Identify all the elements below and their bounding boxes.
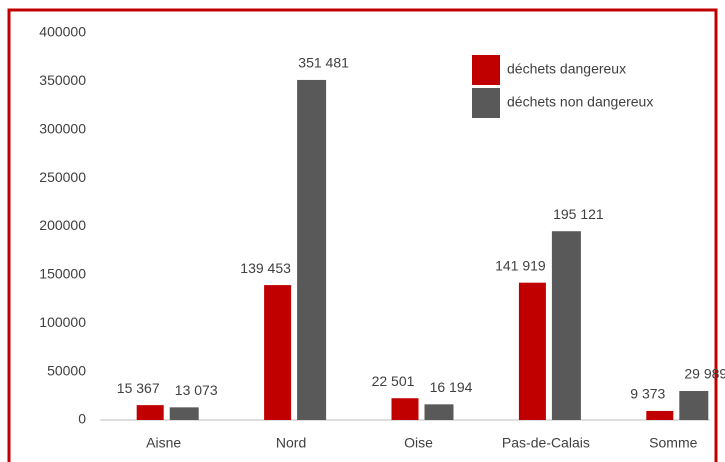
bar — [169, 407, 199, 420]
y-tick-label: 200000 — [39, 217, 86, 233]
bar — [551, 231, 581, 420]
x-tick-label: Nord — [276, 435, 306, 451]
bar — [424, 404, 454, 420]
bar — [391, 398, 419, 420]
bar — [679, 390, 709, 420]
y-tick-label: 250000 — [39, 169, 86, 185]
y-tick-label: 400000 — [39, 24, 86, 40]
y-tick-label: 50000 — [47, 362, 86, 378]
y-tick-label: 0 — [78, 411, 86, 427]
legend-label: déchets dangereux — [507, 61, 626, 77]
bar — [646, 410, 674, 420]
value-label: 15 367 — [117, 380, 160, 396]
y-tick-label: 150000 — [39, 266, 86, 282]
legend-swatch — [472, 55, 500, 85]
x-tick-label: Pas-de-Calais — [502, 435, 590, 451]
bar — [264, 285, 292, 420]
y-tick-label: 100000 — [39, 314, 86, 330]
x-tick-label: Oise — [404, 435, 433, 451]
y-tick-label: 350000 — [39, 72, 86, 88]
legend-swatch — [472, 88, 500, 118]
x-tick-label: Somme — [649, 435, 697, 451]
value-label: 141 919 — [495, 257, 546, 273]
value-label: 16 194 — [430, 379, 473, 395]
bar — [136, 405, 164, 420]
value-label: 139 453 — [240, 260, 291, 276]
x-tick-label: Aisne — [146, 435, 181, 451]
bar — [518, 282, 546, 420]
y-tick-label: 300000 — [39, 120, 86, 136]
value-label: 351 481 — [298, 55, 349, 71]
value-label: 13 073 — [175, 382, 218, 398]
value-label: 22 501 — [372, 373, 415, 389]
value-label: 195 121 — [553, 206, 604, 222]
bar — [297, 79, 327, 420]
value-label: 9 373 — [630, 386, 665, 402]
frame — [7, 8, 718, 462]
legend-label: déchets non dangereux — [507, 94, 653, 110]
value-label: 29 989 — [684, 366, 725, 382]
